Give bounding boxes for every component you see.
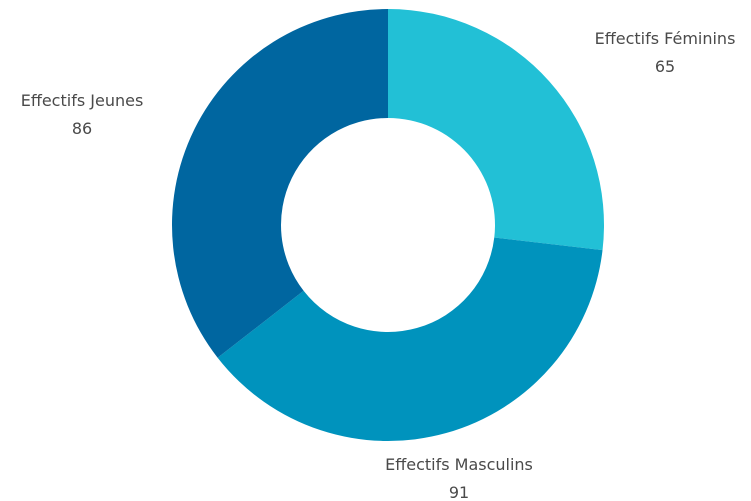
slice-value-label: 91 bbox=[449, 483, 469, 501]
donut-slice[interactable] bbox=[171, 9, 388, 358]
donut-slice[interactable] bbox=[217, 237, 603, 441]
slice-label: Effectifs Jeunes 86 bbox=[21, 91, 144, 138]
slice-category-label: Effectifs Féminins bbox=[595, 29, 736, 48]
slice-label: Effectifs Féminins 65 bbox=[595, 29, 736, 76]
slice-category-label: Effectifs Masculins bbox=[385, 455, 533, 474]
donut-slices bbox=[171, 9, 605, 441]
slice-label: Effectifs Masculins 91 bbox=[385, 455, 533, 501]
slice-labels: Effectifs Féminins 65 Effectifs Masculins 9… bbox=[21, 29, 736, 501]
slice-value-label: 65 bbox=[655, 57, 675, 76]
slice-value-label: 86 bbox=[72, 119, 92, 138]
slice-category-label: Effectifs Jeunes bbox=[21, 91, 144, 110]
donut-slice[interactable] bbox=[388, 9, 605, 251]
